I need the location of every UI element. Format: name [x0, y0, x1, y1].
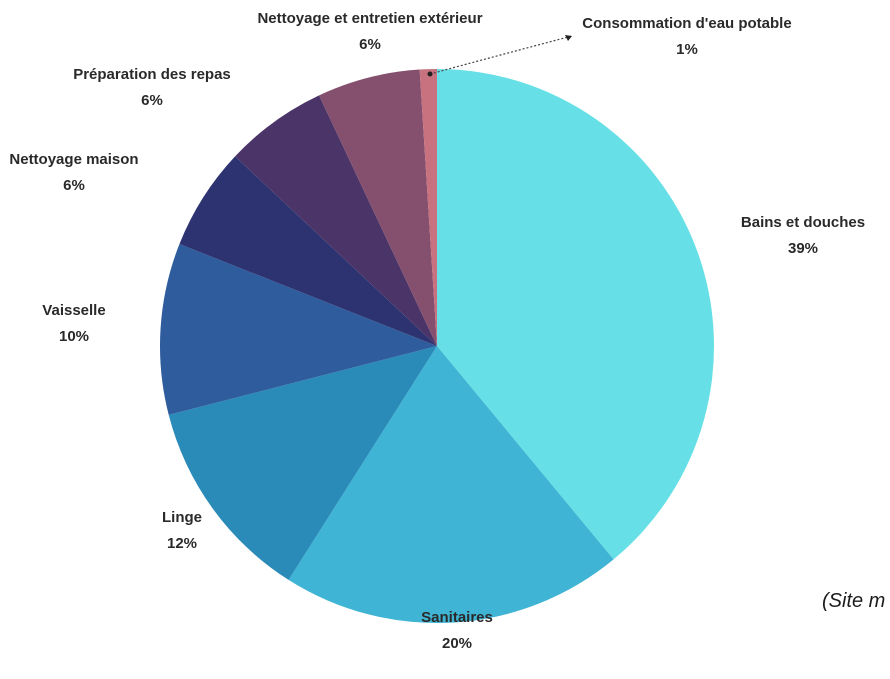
pie-slice-bains-et-douches — [437, 69, 715, 560]
leader-lines — [427, 35, 573, 77]
slice-name: Bains et douches — [741, 214, 865, 231]
slice-percent: 12% — [167, 535, 197, 552]
slice-labels: Bains et douches 39% Sanitaires 20% Linge 12%… — [9, 10, 865, 652]
pie-slices — [159, 69, 715, 623]
leader-line — [429, 35, 573, 75]
slice-percent: 1% — [676, 41, 698, 58]
slice-percent: 39% — [788, 240, 818, 257]
slice-name: Nettoyage maison — [9, 151, 138, 168]
slice-percent: 10% — [59, 328, 89, 345]
pie-slice-sanitaires — [288, 346, 614, 623]
slice-label-sanitaires: Sanitaires 20% — [421, 609, 493, 652]
slice-name: Nettoyage et entretien extérieur — [257, 10, 482, 27]
slice-label-vaisselle: Vaisselle 10% — [42, 302, 105, 345]
pie-slice-nettoyage-maison — [179, 156, 437, 346]
slice-label-consommation-d-eau-potable: Consommation d'eau potable 1% — [582, 15, 791, 58]
pie-slice-preparation-des-repas — [235, 95, 437, 346]
slice-label-nettoyage-maison: Nettoyage maison 6% — [9, 151, 138, 194]
slice-name: Vaisselle — [42, 302, 105, 319]
slice-name: Préparation des repas — [73, 66, 231, 83]
pie-slice-linge — [168, 346, 437, 580]
leader-dot — [427, 71, 433, 77]
pie-slice-nettoyage-et-entretien-exterieur — [319, 69, 437, 347]
slice-label-preparation-des-repas: Préparation des repas 6% — [73, 66, 231, 109]
slice-percent: 6% — [63, 177, 85, 194]
slice-percent: 20% — [442, 635, 472, 652]
slice-percent: 6% — [359, 36, 381, 53]
pie-slice-vaisselle — [159, 244, 437, 415]
slice-percent: 6% — [141, 92, 163, 109]
slice-name: Linge — [162, 509, 202, 526]
slice-label-linge: Linge 12% — [162, 509, 202, 552]
source-note: (Site m — [822, 590, 885, 612]
slice-name: Sanitaires — [421, 609, 493, 626]
pie-slice-consommation-d-eau-potable — [419, 69, 437, 346]
leader-arrowhead — [565, 35, 572, 41]
slice-label-bains-et-douches: Bains et douches 39% — [741, 214, 865, 257]
slice-label-nettoyage-et-entretien-exterieur: Nettoyage et entretien extérieur 6% — [257, 10, 482, 53]
slice-name: Consommation d'eau potable — [582, 15, 791, 32]
